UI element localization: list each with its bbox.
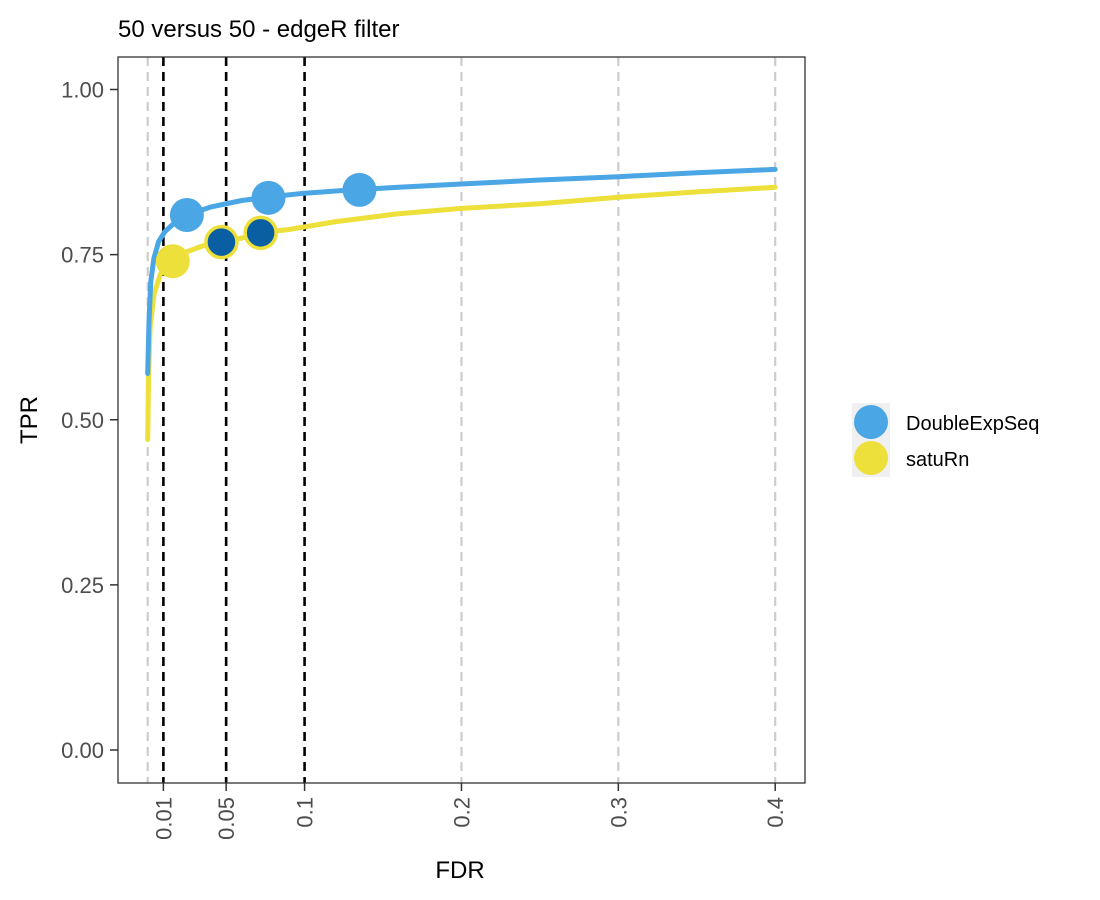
threshold-lines	[162, 57, 306, 783]
data-point-DoubleExpSeq	[251, 180, 286, 215]
x-tick-label: 0.01	[151, 797, 176, 840]
x-axis-title: FDR	[435, 857, 484, 884]
series-line-satuRn	[145, 184, 778, 443]
legend: DoubleExpSeq satuRn	[852, 403, 1039, 477]
legend-label: DoubleExpSeq	[906, 413, 1039, 435]
series-points	[155, 172, 377, 279]
y-tick-label: 0.00	[61, 738, 104, 763]
x-axis: 0.01 0.05 0.1 0.2 0.3 0.4	[151, 783, 788, 840]
chart-title: 50 versus 50 - edgeR filter	[118, 16, 399, 43]
y-axis-title: TPR	[16, 396, 43, 444]
grid-lines	[146, 57, 777, 783]
series-curves	[145, 166, 778, 443]
x-tick-label: 0.05	[214, 797, 239, 840]
data-point-satuRn	[243, 215, 278, 251]
legend-label: satuRn	[906, 449, 969, 471]
y-tick-label: 0.50	[61, 408, 104, 433]
x-tick-label: 0.2	[449, 797, 474, 828]
data-point-DoubleExpSeq	[342, 172, 377, 207]
series-line-DoubleExpSeq	[145, 166, 778, 376]
data-point-satuRn	[204, 224, 239, 260]
data-point-satuRn	[155, 244, 190, 279]
x-tick-label: 0.4	[763, 797, 788, 828]
x-tick-label: 0.1	[293, 797, 318, 828]
y-tick-label: 1.00	[61, 78, 104, 103]
legend-swatch	[854, 441, 888, 475]
legend-swatch	[854, 405, 888, 439]
y-tick-label: 0.25	[61, 573, 104, 598]
y-axis: 0.00 0.25 0.50 0.75 1.00	[61, 78, 118, 763]
data-point-DoubleExpSeq	[169, 197, 204, 232]
y-tick-label: 0.75	[61, 243, 104, 268]
x-tick-label: 0.3	[606, 797, 631, 828]
